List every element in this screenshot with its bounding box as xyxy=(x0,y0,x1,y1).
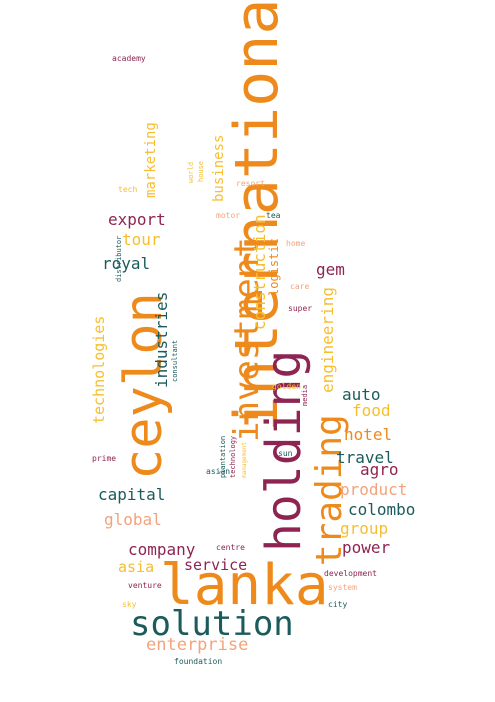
word-enterprise: enterprise xyxy=(146,635,249,655)
word-consultant: consultant xyxy=(171,339,179,382)
word-royal: royal xyxy=(102,254,151,273)
word-product: product xyxy=(340,480,408,499)
word-centre: centre xyxy=(216,543,245,552)
word-travel: travel xyxy=(336,448,394,467)
word-food: food xyxy=(352,401,391,420)
word-tea: tea xyxy=(266,211,281,220)
word-logistic: logistic xyxy=(267,238,281,296)
word-engineering: engineering xyxy=(318,287,337,393)
word-foundation: foundation xyxy=(174,657,223,666)
word-capital: capital xyxy=(98,485,166,504)
word-global: global xyxy=(104,510,162,529)
word-marketing: marketing xyxy=(143,122,159,198)
word-home: home xyxy=(286,239,306,248)
word-asian: asian xyxy=(206,467,231,476)
word-service: service xyxy=(184,556,248,574)
word-golden: golden xyxy=(272,382,301,391)
word-lanka: lanka xyxy=(160,553,329,618)
word-industries: industries xyxy=(152,291,171,388)
word-tour: tour xyxy=(122,230,161,249)
word-sun: sun xyxy=(278,449,293,458)
word-gem: gem xyxy=(316,260,345,279)
word-venture: venture xyxy=(128,581,162,590)
word-academy: academy xyxy=(112,54,146,63)
word-plantation: plantation xyxy=(219,435,227,478)
word-tech: tech xyxy=(118,185,138,194)
word-business: business xyxy=(211,134,227,202)
word-power: power xyxy=(342,538,391,557)
word-care: care xyxy=(290,282,310,291)
word-auto: auto xyxy=(342,385,381,404)
word-super: super xyxy=(288,304,313,313)
word-media: media xyxy=(301,384,309,406)
word-management: management xyxy=(241,441,248,478)
word-resort: resort xyxy=(236,179,265,188)
word-group: group xyxy=(340,519,389,538)
word-solution: solution xyxy=(130,604,294,644)
word-distributor: distributor xyxy=(115,235,123,282)
word-colombo: colombo xyxy=(348,500,416,519)
word-export: export xyxy=(108,210,166,229)
word-motor: motor xyxy=(216,211,241,220)
word-system: system xyxy=(328,583,357,592)
word-construction: construction xyxy=(250,214,269,330)
word-company: company xyxy=(128,540,196,559)
word-house: house xyxy=(197,160,205,182)
word-development: development xyxy=(324,569,377,578)
word-sky: sky xyxy=(122,600,137,609)
word-technologies: technologies xyxy=(90,315,108,424)
word-prime: prime xyxy=(92,454,117,463)
word-technology: technology xyxy=(229,435,237,478)
word-city: city xyxy=(328,600,348,609)
word-world: world xyxy=(187,161,195,183)
word-asia: asia xyxy=(118,558,155,576)
word-hotel: hotel xyxy=(344,425,393,444)
word-agro: agro xyxy=(360,460,399,479)
